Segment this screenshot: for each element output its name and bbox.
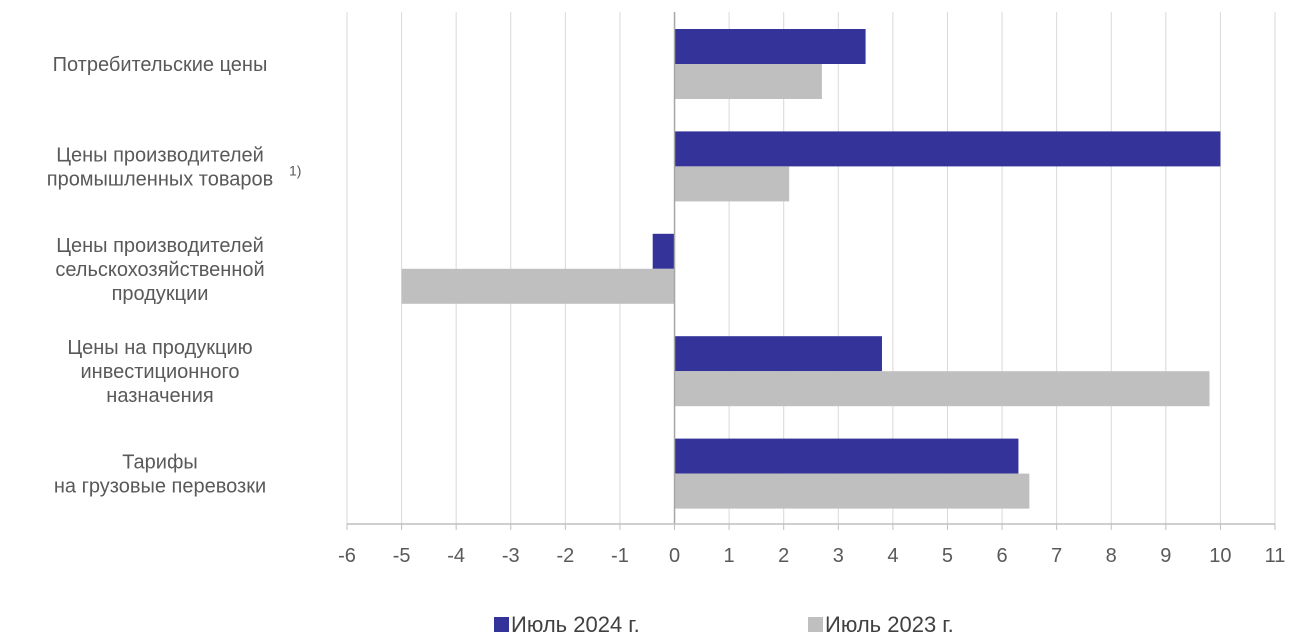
bar: [652, 233, 675, 269]
bar: [674, 336, 882, 372]
category-label: Потребительские цены: [53, 54, 268, 76]
x-tick-label: 2: [778, 545, 789, 567]
x-tick-label: 0: [669, 545, 680, 567]
legend-label: Июль 2023 г.: [825, 612, 954, 637]
category-label: продукции: [112, 283, 209, 305]
x-tick-label: 3: [833, 545, 844, 567]
gridlines: [346, 12, 1276, 524]
bar: [401, 268, 675, 304]
category-label: Цены производителей: [56, 144, 264, 166]
x-tick-label: -3: [502, 545, 520, 567]
category-label: на грузовые перевозки: [54, 476, 266, 498]
bar: [674, 166, 790, 202]
category-label: Тарифы: [122, 452, 198, 474]
x-tick-label: 5: [942, 545, 953, 567]
footnote-marker: 1): [289, 162, 301, 178]
x-tick-labels: -6 -5 -4 -3 -2 -1 0 1 2 3 4 5 6 7 8 9 10 11: [338, 545, 1285, 567]
category-label: сельскохозяйственной: [55, 259, 264, 281]
bar: [674, 131, 1221, 167]
category-label: Цены на продукцию: [67, 337, 252, 359]
legend: Июль 2024 г. Июль 2023 г.: [494, 612, 954, 637]
x-tick-label: -6: [338, 545, 356, 567]
x-tick-label: 1: [724, 545, 735, 567]
legend-swatch: [494, 617, 509, 632]
x-tick-label: 9: [1160, 545, 1171, 567]
bar: [674, 473, 1030, 509]
x-tick-label: -5: [393, 545, 411, 567]
category-label: промышленных товаров: [47, 168, 274, 190]
bar: [674, 64, 822, 99]
bars: [401, 29, 1221, 509]
x-tick-label: -1: [611, 545, 629, 567]
x-tick-label: 8: [1106, 545, 1117, 567]
bar: [674, 438, 1019, 474]
x-tick-label: 4: [887, 545, 898, 567]
x-tick-label: -4: [447, 545, 465, 567]
category-label: инвестиционного: [80, 361, 239, 383]
x-tick-label: 11: [1265, 545, 1286, 567]
x-tick-label: -2: [556, 545, 574, 567]
x-tick-label: 7: [1051, 545, 1062, 567]
x-tick-label: 10: [1209, 545, 1231, 567]
category-label: назначения: [106, 385, 213, 407]
legend-swatch: [808, 617, 823, 632]
axes: [346, 12, 1276, 530]
bar: [674, 29, 866, 64]
x-tick-label: 6: [996, 545, 1007, 567]
bar: [674, 371, 1210, 407]
legend-label: Июль 2024 г.: [511, 612, 640, 637]
category-label: Цены производителей: [56, 235, 264, 257]
